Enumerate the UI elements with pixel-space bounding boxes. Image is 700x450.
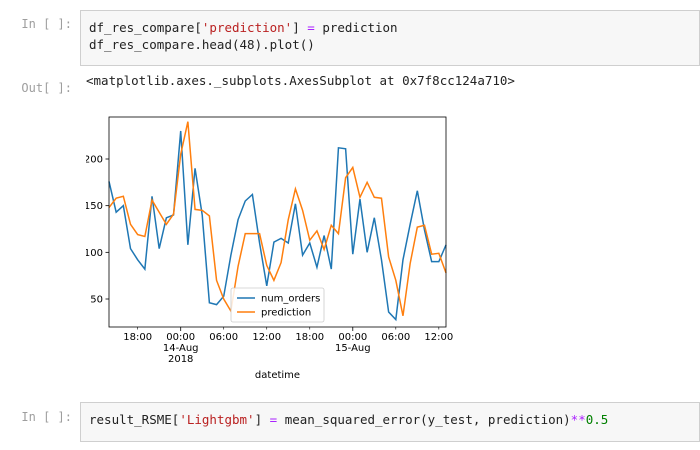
input-prompt-2: In [ ]: bbox=[21, 410, 72, 424]
y-tick-label: 100 bbox=[86, 248, 103, 259]
series-line-prediction bbox=[108, 121, 447, 316]
code-cell-2[interactable]: result_RSME['Lightgbm'] = mean_squared_e… bbox=[80, 402, 700, 442]
input-prompt: In [ ]: bbox=[21, 17, 72, 31]
x-tick-label: 00:00 bbox=[338, 332, 367, 343]
x-tick-label: 12:00 bbox=[252, 332, 281, 343]
code-token: result_RSME[ bbox=[89, 412, 180, 427]
code-token: df_res_compare[ bbox=[89, 20, 202, 35]
x-tick-year-label: 2018 bbox=[168, 354, 193, 365]
code-token: prediction bbox=[314, 20, 398, 35]
line-chart: 50 100 150 200 18:00 06:00 12:00 18:00 06:00 12:0… bbox=[84, 100, 466, 394]
x-tick-label: 00:00 bbox=[166, 332, 195, 343]
code-cell-1[interactable]: df_res_compare['prediction'] = predictio… bbox=[80, 10, 700, 66]
legend-label: num_orders bbox=[261, 294, 320, 305]
output-prompt: Out[ ]: bbox=[21, 81, 72, 95]
legend-box bbox=[230, 287, 325, 323]
plot-frame bbox=[108, 116, 447, 328]
code-line: df_res_compare.head(48).plot() bbox=[89, 36, 691, 53]
x-tick-label: 12:00 bbox=[424, 332, 453, 343]
x-tick-date-label: 14-Aug bbox=[163, 343, 199, 354]
code-token: = bbox=[269, 412, 278, 427]
code-token: ** bbox=[570, 412, 586, 427]
code-token: df_res_compare.head(48).plot() bbox=[89, 37, 315, 52]
y-tick-label: 150 bbox=[86, 201, 103, 212]
output-text: <matplotlib.axes._subplots.AxesSubplot a… bbox=[86, 73, 515, 88]
x-tick-label: 06:00 bbox=[209, 332, 238, 343]
code-token: ] bbox=[254, 412, 270, 427]
y-tick-label: 50 bbox=[90, 295, 103, 306]
x-tick-label: 18:00 bbox=[295, 332, 324, 343]
code-token: ] bbox=[292, 20, 308, 35]
code-token: = bbox=[307, 20, 315, 35]
code-line: df_res_compare['prediction'] = predictio… bbox=[89, 19, 691, 36]
x-tick-label: 06:00 bbox=[381, 332, 410, 343]
code-token: mean_squared_error(y_test, prediction) bbox=[277, 412, 571, 427]
code-token: 0.5 bbox=[585, 412, 609, 427]
legend-label: prediction bbox=[261, 308, 311, 319]
x-tick-date-label: 15-Aug bbox=[335, 343, 371, 354]
code-token: 'Lightgbm' bbox=[179, 412, 255, 427]
y-tick-label: 200 bbox=[86, 155, 103, 166]
x-tick-label: 18:00 bbox=[123, 332, 152, 343]
code-token: 'prediction' bbox=[201, 20, 293, 35]
code-line: result_RSME['Lightgbm'] = mean_squared_e… bbox=[89, 411, 691, 428]
x-axis-label: datetime bbox=[255, 370, 300, 381]
